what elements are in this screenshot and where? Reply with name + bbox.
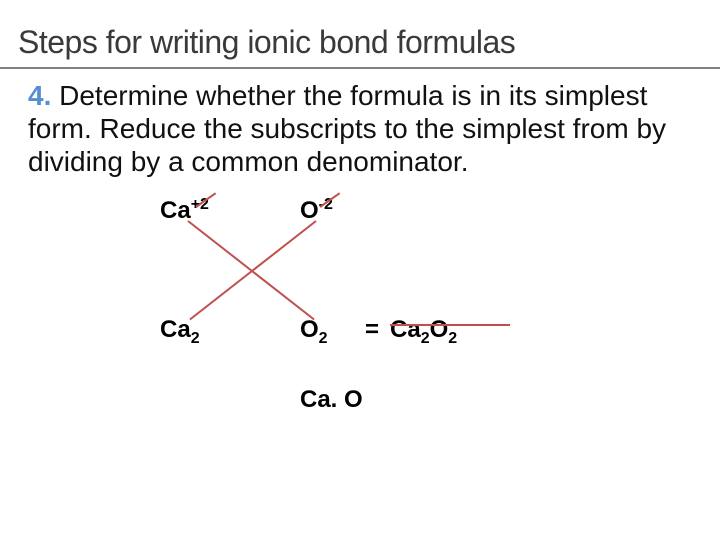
ion-subscript: 2 [191, 330, 200, 347]
equals-sign: = [365, 316, 379, 344]
result-sub1: 2 [421, 330, 430, 347]
step-number: 4. [28, 80, 51, 111]
strike-3 [390, 324, 510, 326]
ion-base: Ca [160, 197, 191, 224]
ion-bot-right: O2 [300, 316, 328, 348]
result-formula: Ca2O2 [390, 316, 457, 348]
result-base1: Ca [390, 316, 421, 343]
ion-subscript: 2 [319, 330, 328, 347]
step-description: 4. Determine whether the formula is in i… [0, 69, 720, 178]
criss-cross-diagram: Ca+2 O-2 Ca2 O2 = Ca2O2 Ca. O [160, 196, 600, 456]
page-title: Steps for writing ionic bond formulas [0, 0, 720, 67]
result-sub2: 2 [448, 330, 457, 347]
final-formula: Ca. O [300, 386, 363, 414]
result-base2: O [430, 316, 449, 343]
ion-base: Ca [160, 316, 191, 343]
ion-base: O [300, 316, 319, 343]
ion-bot-left: Ca2 [160, 316, 200, 348]
step-body: Determine whether the formula is in its … [28, 80, 666, 177]
